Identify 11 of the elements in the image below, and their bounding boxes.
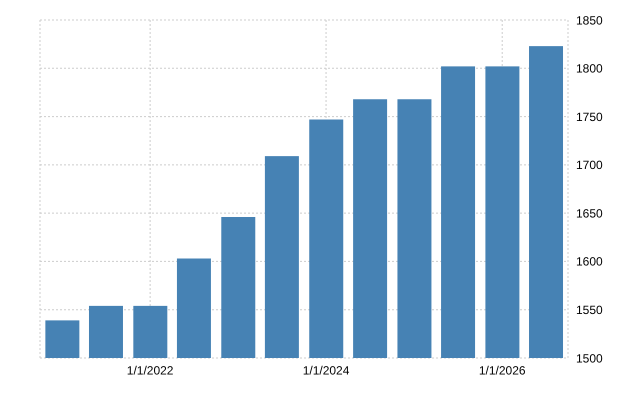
y-tick-label: 1750 (576, 110, 604, 124)
y-tick-label: 1550 (576, 302, 604, 317)
y-tick-label: 1500 (576, 351, 604, 366)
y-tick-label: 1800 (576, 62, 604, 76)
x-tick-label: 1/1/2026 (478, 364, 526, 378)
y-tick-label: 1700 (576, 158, 604, 172)
x-tick-label: 1/1/2022 (126, 364, 174, 378)
y-tick-label: 1650 (576, 206, 604, 220)
x-tick-label: 1/1/2024 (302, 364, 350, 378)
y-tick-label: 1600 (576, 254, 604, 269)
y-tick-label: 1850 (576, 13, 604, 28)
